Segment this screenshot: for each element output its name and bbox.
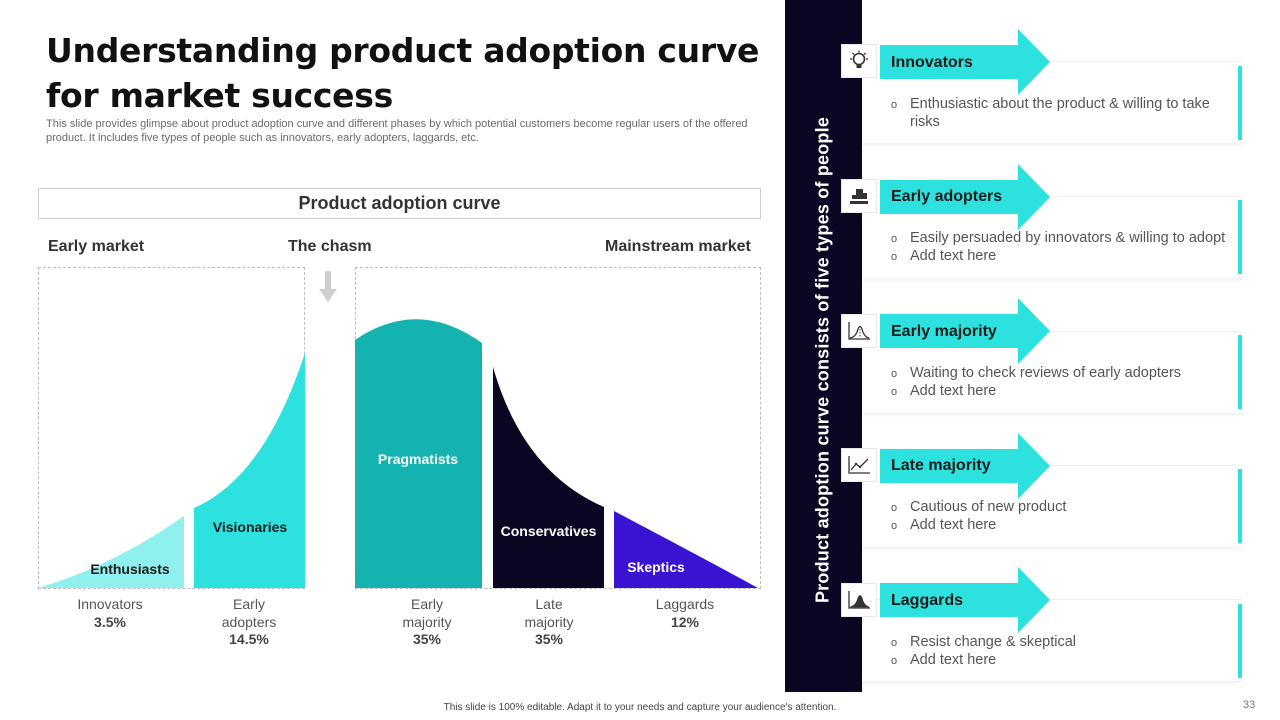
bullet-text: Resist change & skeptical xyxy=(910,634,1077,650)
footer-note: This slide is 100% editable. Adapt it to… xyxy=(443,702,837,713)
category-percent: 35% xyxy=(412,631,442,647)
card-title-early-majority: Early majority xyxy=(891,323,997,340)
bell-curve-icon xyxy=(841,314,877,348)
segment-label-conservatives: Conservatives xyxy=(500,523,597,539)
segment-label-enthusiasts: Enthusiasts xyxy=(90,561,170,577)
segment-shape-late-majority xyxy=(493,367,604,588)
category-name: Early adopters xyxy=(221,596,277,630)
bullet-text: Add text here xyxy=(910,383,997,399)
category-innovators: Innovators 3.5% xyxy=(55,596,165,631)
category-name: Late majority xyxy=(524,596,574,630)
category-name: Early majority xyxy=(402,596,452,630)
category-name: Laggards xyxy=(655,596,715,612)
bullet-text: Add text here xyxy=(910,517,997,533)
category-early-majority: Early majority 35% xyxy=(391,596,463,649)
slide-title: Understanding product adoption curve for… xyxy=(46,31,760,115)
page-number: 33 xyxy=(1243,699,1256,711)
card-accent-bar xyxy=(1238,604,1242,678)
card-bullet: o Cautious of new product xyxy=(891,499,1067,515)
category-percent: 35% xyxy=(534,631,564,647)
bullet-text: Enthusiastic about the product & willing… xyxy=(910,96,1210,130)
card-bullet: o Add text here xyxy=(891,383,997,399)
card-arrow-shape xyxy=(880,29,1050,95)
segment-shape-innovators xyxy=(38,516,184,588)
segment-label-visionaries: Visionaries xyxy=(212,519,288,535)
bullet-text: Waiting to check reviews of early adopte… xyxy=(910,365,1182,381)
bell-curve-icon xyxy=(841,583,877,617)
card-bullet: o Add text here xyxy=(891,517,997,533)
card-accent-bar xyxy=(1238,200,1242,274)
card-title-innovators: Innovators xyxy=(891,54,973,71)
card-arrow-shape xyxy=(880,433,1050,499)
segment-label-pragmatists: Pragmatists xyxy=(377,451,459,467)
card-bullet: o Waiting to check reviews of early adopt… xyxy=(891,365,1182,381)
chasm-label: The chasm xyxy=(288,238,372,255)
curve-header: Product adoption curve xyxy=(38,188,761,219)
card-bullet: o Add text here xyxy=(891,248,997,264)
card-title-late-majority: Late majority xyxy=(891,457,991,474)
segment-shape-early-adopters xyxy=(194,353,305,588)
bullet-text: Add text here xyxy=(910,248,997,264)
card-accent-bar xyxy=(1238,335,1242,409)
card-accent-bar xyxy=(1238,66,1242,140)
segment-label-skeptics: Skeptics xyxy=(627,559,685,575)
segment-shape-early-majority xyxy=(355,319,482,588)
category-percent: 14.5% xyxy=(229,631,269,647)
category-percent: 3.5% xyxy=(94,613,126,630)
card-accent-bar xyxy=(1238,469,1242,543)
card-arrow-shape xyxy=(880,164,1050,230)
chasm-down-arrow-icon xyxy=(319,271,337,302)
sidebar-vertical-text: Product adoption curve consists of five … xyxy=(812,116,833,604)
line-chart-icon xyxy=(841,448,877,482)
card-title-laggards: Laggards xyxy=(891,592,964,609)
bullet-text: Easily persuaded by innovators & willing… xyxy=(910,230,1226,246)
category-late-majority: Late majority 35% xyxy=(514,596,584,649)
mainstream-market-label: Mainstream market xyxy=(605,238,751,255)
slide-subtitle: This slide provides glimpse about produc… xyxy=(46,118,748,144)
category-laggards: Laggards 12% xyxy=(640,596,730,631)
bullet-text: Add text here xyxy=(910,652,997,668)
card-title-early-adopters: Early adopters xyxy=(891,188,1003,205)
lightbulb-icon xyxy=(841,44,877,78)
early-market-label: Early market xyxy=(48,238,145,255)
bullet-text: Cautious of new product xyxy=(910,499,1067,515)
card-arrow-shape xyxy=(880,298,1050,364)
category-name: Innovators xyxy=(77,596,143,612)
category-early-adopters: Early adopters 14.5% xyxy=(209,596,289,649)
card-bullet: o Add text here xyxy=(891,652,997,668)
category-percent: 12% xyxy=(670,613,700,630)
podium-icon xyxy=(841,179,877,213)
card-bullet: o Enthusiastic about the product & willin… xyxy=(891,96,1210,130)
segment-shape-laggards xyxy=(614,511,758,588)
card-bullet: o Resist change & skeptical xyxy=(891,634,1077,650)
card-bullet: o Easily persuaded by innovators & willin… xyxy=(891,230,1226,246)
card-arrow-shape xyxy=(880,567,1050,633)
